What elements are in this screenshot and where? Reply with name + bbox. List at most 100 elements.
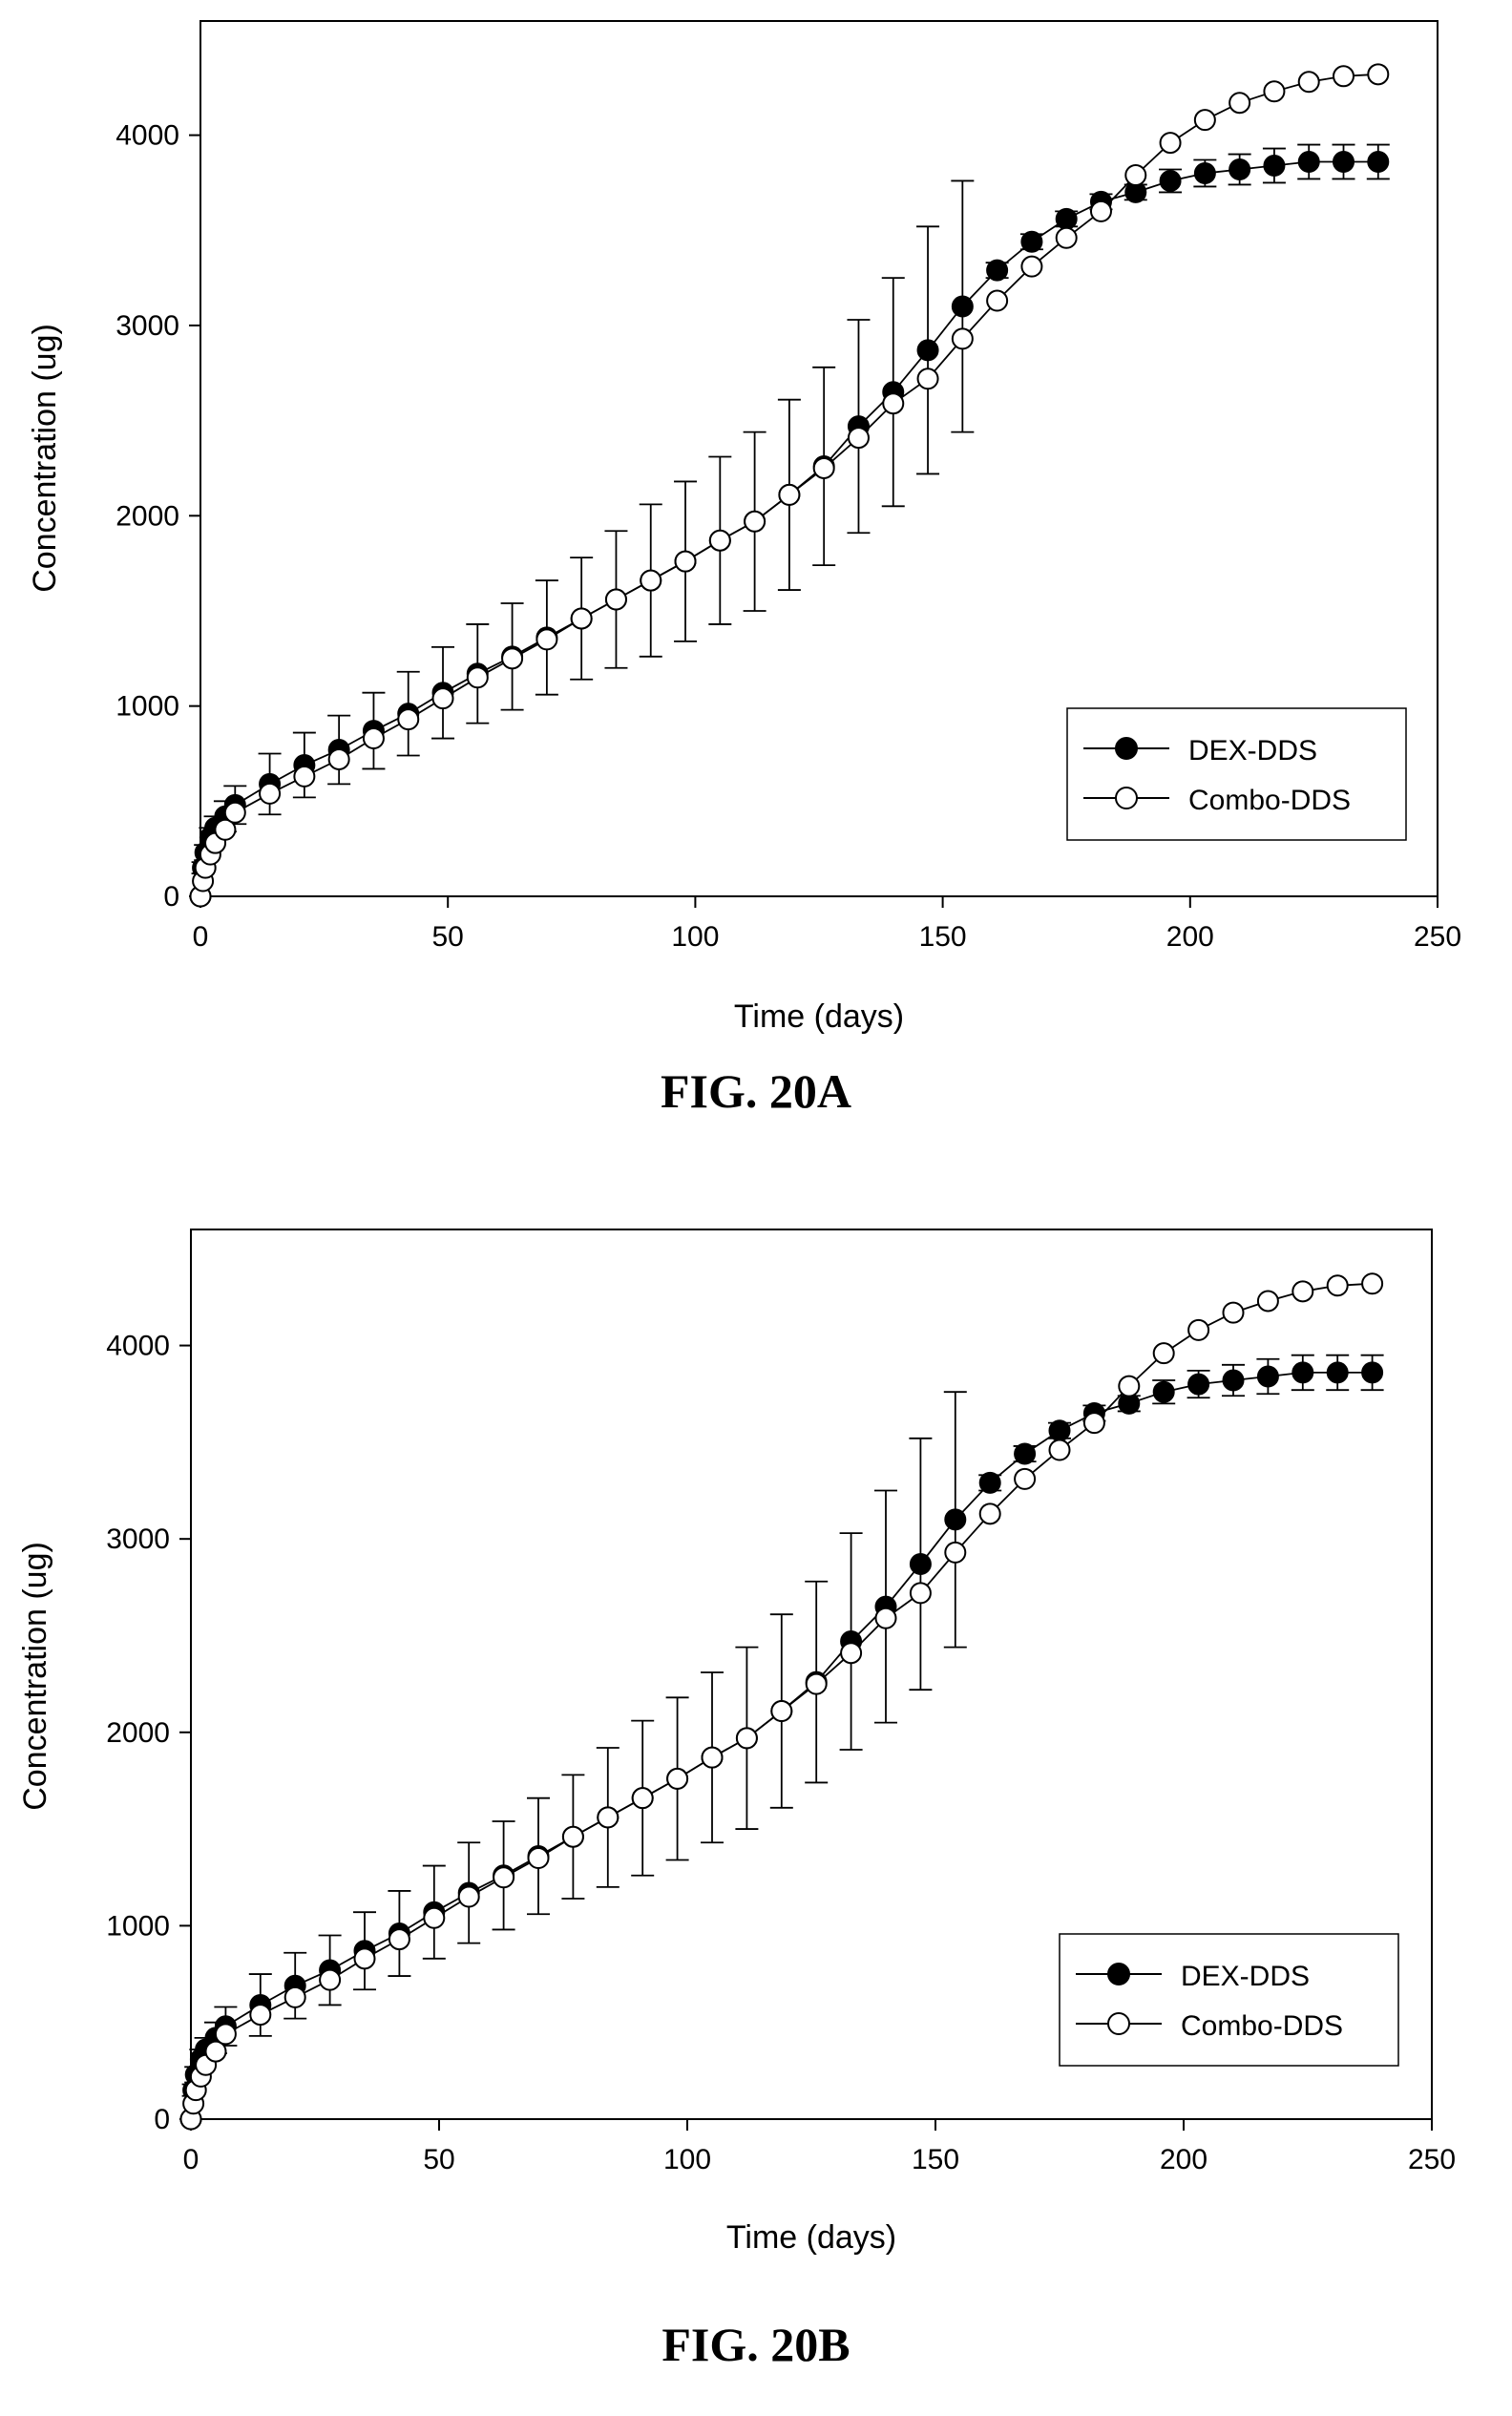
y-tick-label: 3000: [106, 1523, 170, 1555]
data-point-dex-dds: [1361, 1361, 1384, 1384]
data-point-combo-dds: [327, 747, 350, 770]
data-points: [179, 1272, 1384, 2131]
data-point-combo-dds: [1089, 200, 1112, 222]
data-point-combo-dds: [778, 483, 801, 506]
data-point-combo-dds: [423, 1906, 446, 1929]
y-tick-label: 2000: [116, 500, 179, 532]
data-point-dex-dds: [1193, 161, 1216, 184]
y-tick-label: 0: [154, 2104, 170, 2135]
data-point-dex-dds: [1256, 1365, 1279, 1388]
data-point-combo-dds: [388, 1928, 410, 1951]
data-point-dex-dds: [978, 1471, 1001, 1494]
data-point-combo-dds: [249, 2004, 272, 2027]
x-tick-label: 0: [183, 2144, 200, 2175]
data-point-combo-dds: [708, 529, 731, 552]
data-point-combo-dds: [1082, 1412, 1105, 1435]
data-point-dex-dds: [1055, 207, 1078, 230]
x-tick-label: 250: [1414, 921, 1461, 953]
plot-frame: [190, 1229, 1433, 2120]
data-point-dex-dds: [1228, 158, 1251, 180]
x-tick-label: 50: [423, 2144, 454, 2175]
data-point-combo-dds: [1361, 1272, 1384, 1295]
data-point-combo-dds: [1159, 132, 1182, 155]
data-point-combo-dds: [1187, 1318, 1210, 1341]
x-tick-label: 150: [912, 2144, 959, 2175]
data-point-combo-dds: [284, 1985, 306, 2008]
data-point-combo-dds: [882, 392, 905, 415]
legend-marker-dex-dds: [1115, 737, 1138, 760]
data-point-combo-dds: [666, 1767, 689, 1790]
data-point-combo-dds: [214, 818, 237, 841]
data-point-dex-dds: [1367, 151, 1390, 174]
x-axis-ticks: 0 50 100 150 200 250: [183, 2119, 1456, 2175]
legend: DEX-DDS Combo-DDS: [1059, 1933, 1399, 2067]
legend-box: [1066, 707, 1407, 841]
y-tick-label: 4000: [106, 1331, 170, 1362]
data-point-combo-dds: [501, 647, 524, 670]
data-point-combo-dds: [909, 1582, 932, 1605]
series-lines: [200, 73, 1378, 897]
legend-label-combo-dds: Combo-DDS: [1181, 2010, 1343, 2042]
data-point-combo-dds: [978, 1502, 1001, 1525]
data-point-combo-dds: [536, 628, 558, 651]
x-tick-label: 200: [1166, 921, 1214, 953]
x-tick-label: 50: [432, 921, 464, 953]
figure-20b: 0 50 100 150 200 250 0 1000 2000 3000 4000 Time (…: [0, 1206, 1512, 2411]
data-point-combo-dds: [1297, 71, 1320, 94]
y-tick-label: 0: [163, 881, 179, 913]
figure-20a: 0 50 100 150 200 250 0 1000 2000 3000 4000 Time (…: [0, 0, 1512, 1206]
data-point-dex-dds: [916, 339, 939, 362]
y-tick-label: 2000: [106, 1717, 170, 1749]
x-tick-label: 200: [1160, 2144, 1208, 2175]
data-point-combo-dds: [1326, 1274, 1349, 1297]
x-axis-label: Time (days): [726, 2219, 896, 2256]
data-point-dex-dds: [1292, 1361, 1314, 1384]
data-point-combo-dds: [1124, 163, 1147, 186]
legend-marker-combo-dds: [1115, 787, 1138, 809]
y-axis-ticks: 0 1000 2000 3000 4000: [116, 120, 200, 913]
legend-label-dex-dds: DEX-DDS: [1181, 1961, 1310, 1992]
data-point-combo-dds: [805, 1672, 828, 1695]
data-point-dex-dds: [1159, 169, 1182, 192]
data-point-dex-dds: [1020, 230, 1043, 253]
x-axis-ticks: 0 50 100 150 200 250: [193, 896, 1461, 953]
legend: DEX-DDS Combo-DDS: [1066, 707, 1407, 841]
data-point-combo-dds: [597, 1806, 620, 1829]
data-point-dex-dds: [1187, 1373, 1210, 1396]
data-point-combo-dds: [986, 289, 1009, 312]
series-line-combo-dds: [190, 1282, 1373, 2120]
x-tick-label: 100: [663, 2144, 711, 2175]
y-tick-label: 1000: [116, 691, 179, 723]
data-point-combo-dds: [874, 1607, 897, 1629]
y-axis-label: Concentration (ug): [27, 324, 63, 593]
series-lines: [190, 1282, 1373, 2120]
data-point-combo-dds: [1152, 1342, 1175, 1365]
data-point-combo-dds: [293, 765, 316, 788]
data-point-combo-dds: [431, 687, 454, 710]
x-tick-label: 100: [671, 921, 719, 953]
data-point-dex-dds: [1297, 151, 1320, 174]
data-point-combo-dds: [631, 1787, 654, 1810]
y-axis-ticks: 0 1000 2000 3000 4000: [106, 1331, 191, 2135]
data-point-combo-dds: [362, 727, 385, 750]
data-point-dex-dds: [951, 295, 974, 318]
data-point-combo-dds: [1333, 65, 1355, 88]
data-point-combo-dds: [916, 368, 939, 390]
data-point-combo-dds: [570, 607, 593, 630]
figure-caption: FIG. 20B: [662, 2318, 850, 2371]
y-tick-label: 3000: [116, 310, 179, 342]
legend-label-dex-dds: DEX-DDS: [1188, 735, 1317, 767]
legend-box: [1059, 1933, 1399, 2067]
x-axis-label: Time (days): [734, 998, 904, 1035]
data-point-dex-dds: [1222, 1369, 1245, 1392]
data-point-combo-dds: [1367, 63, 1390, 86]
data-point-combo-dds: [604, 588, 627, 611]
data-point-combo-dds: [319, 1968, 342, 1991]
x-tick-label: 150: [919, 921, 967, 953]
legend-label-combo-dds: Combo-DDS: [1188, 785, 1351, 816]
data-point-combo-dds: [214, 2023, 237, 2046]
y-tick-label: 1000: [106, 1910, 170, 1942]
data-point-dex-dds: [1326, 1361, 1349, 1384]
data-point-combo-dds: [561, 1825, 584, 1848]
data-point-combo-dds: [204, 2040, 227, 2063]
